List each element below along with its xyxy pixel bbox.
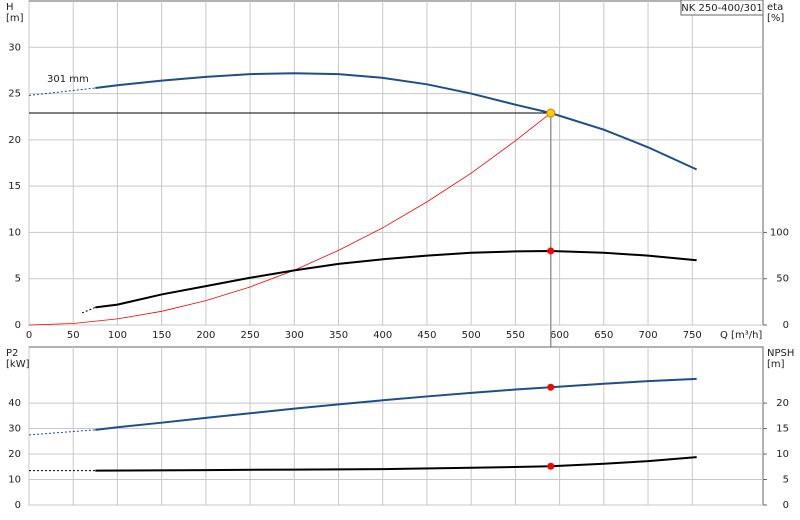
x-tick-label: 550 <box>506 330 525 341</box>
chart-title: NK 250-400/301 <box>681 3 762 14</box>
y-axis-unit: [m] <box>6 13 24 24</box>
y-tick-label: 30 <box>8 42 21 53</box>
y-tick-label: 15 <box>8 181 21 192</box>
x-tick-label: 650 <box>594 330 613 341</box>
x-tick-label: 250 <box>241 330 260 341</box>
plot-area <box>28 0 764 326</box>
plot-area <box>28 346 764 506</box>
y-tick-label: 10 <box>8 475 21 486</box>
title-box <box>680 0 764 16</box>
x-tick-label: 400 <box>373 330 392 341</box>
y2-axis-label: NPSH <box>767 348 794 359</box>
curve-annotation: 301 mm <box>47 74 89 85</box>
x-tick-label: 200 <box>196 330 215 341</box>
y2-tick-label: 100 <box>770 227 789 238</box>
operating-point <box>546 108 556 118</box>
y-axis-label: P2 <box>6 348 18 359</box>
y-tick-label: 25 <box>8 89 21 100</box>
x-tick-label: 150 <box>152 330 171 341</box>
duty-point <box>547 247 555 255</box>
x-tick-label: 350 <box>329 330 348 341</box>
y-tick-label: 5 <box>15 274 21 285</box>
x-tick-label: 50 <box>67 330 80 341</box>
y2-tick-label: 20 <box>776 398 789 409</box>
x-tick-label: 700 <box>638 330 657 341</box>
x-tick-label: 0 <box>26 330 32 341</box>
y2-tick-label: 50 <box>776 274 789 285</box>
y-tick-label: 20 <box>8 135 21 146</box>
x-tick-label: 450 <box>417 330 436 341</box>
y2-tick-label: 0 <box>783 320 789 331</box>
y-axis-label: H <box>6 2 14 13</box>
x-tick-label: 300 <box>285 330 304 341</box>
y-tick-label: 0 <box>15 500 21 511</box>
x-tick-label: 600 <box>550 330 569 341</box>
curve <box>95 249 697 309</box>
y-tick-label: 40 <box>8 398 21 409</box>
y-tick-label: 10 <box>8 227 21 238</box>
y-axis-unit: [kW] <box>6 359 30 370</box>
y-tick-label: 30 <box>8 424 21 435</box>
curve <box>28 87 96 96</box>
x-tick-label: 750 <box>683 330 702 341</box>
y2-axis-unit: [m] <box>767 359 785 370</box>
y-tick-label: 20 <box>8 449 21 460</box>
y2-axis-label: eta <box>767 2 783 13</box>
x-tick-label: 100 <box>108 330 127 341</box>
curve <box>95 72 698 171</box>
y2-tick-label: 15 <box>776 424 789 435</box>
duty-point <box>547 462 555 470</box>
y2-tick-label: 5 <box>783 475 789 486</box>
curve <box>95 377 697 431</box>
y-tick-label: 0 <box>15 320 21 331</box>
y2-tick-label: 10 <box>776 449 789 460</box>
curve <box>95 456 697 472</box>
duty-point <box>547 383 555 391</box>
x-axis-label: Q [m³/h] <box>720 330 762 341</box>
y2-tick-label: 0 <box>783 500 789 511</box>
x-tick-label: 500 <box>462 330 481 341</box>
y2-axis-unit: [%] <box>767 13 784 24</box>
curve <box>28 429 96 436</box>
